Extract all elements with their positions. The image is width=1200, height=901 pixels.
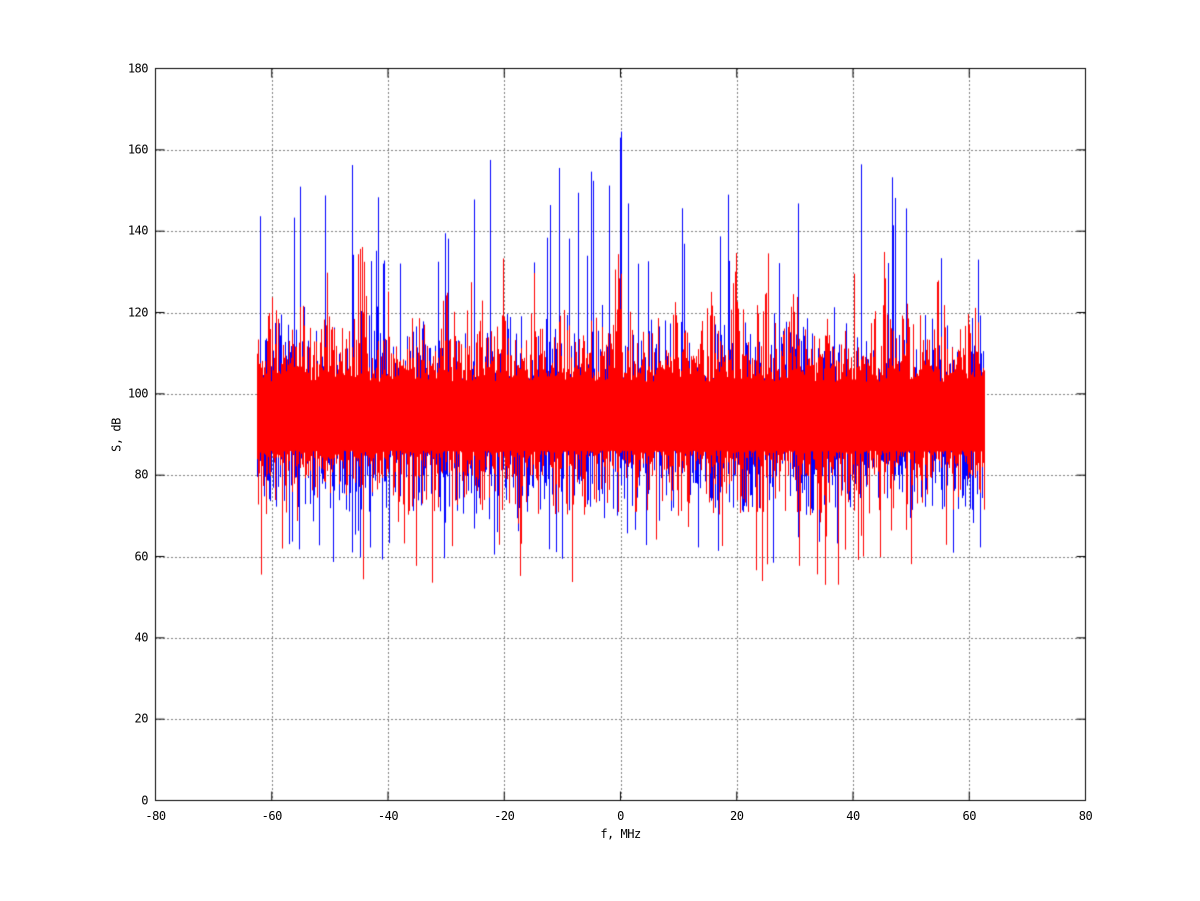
x-tick-label: 60 <box>962 809 977 823</box>
x-tick-label: -20 <box>494 809 515 823</box>
x-tick-label: -60 <box>261 809 283 823</box>
y-tick-label: 80 <box>134 467 149 482</box>
x-tick-label: -80 <box>145 809 166 823</box>
x-tick-label: 20 <box>730 809 744 823</box>
x-tick-label: 80 <box>1078 809 1093 823</box>
y-tick-label: 140 <box>127 223 149 238</box>
y-tick-label: 0 <box>141 793 148 807</box>
y-tick-label: 100 <box>127 386 149 401</box>
y-tick-label: 160 <box>127 142 149 157</box>
y-tick-label: 60 <box>134 549 149 563</box>
y-tick-label: 40 <box>134 630 149 645</box>
y-axis-label: S, dB <box>109 417 124 452</box>
x-tick-label: 0 <box>617 809 624 823</box>
y-tick-label: 180 <box>127 61 149 75</box>
x-axis-label: f, MHz <box>600 827 641 841</box>
x-tick-label: 40 <box>846 809 860 823</box>
y-tick-label: 20 <box>134 711 149 726</box>
x-tick-label: -40 <box>377 809 399 823</box>
y-tick-label: 120 <box>127 305 149 319</box>
